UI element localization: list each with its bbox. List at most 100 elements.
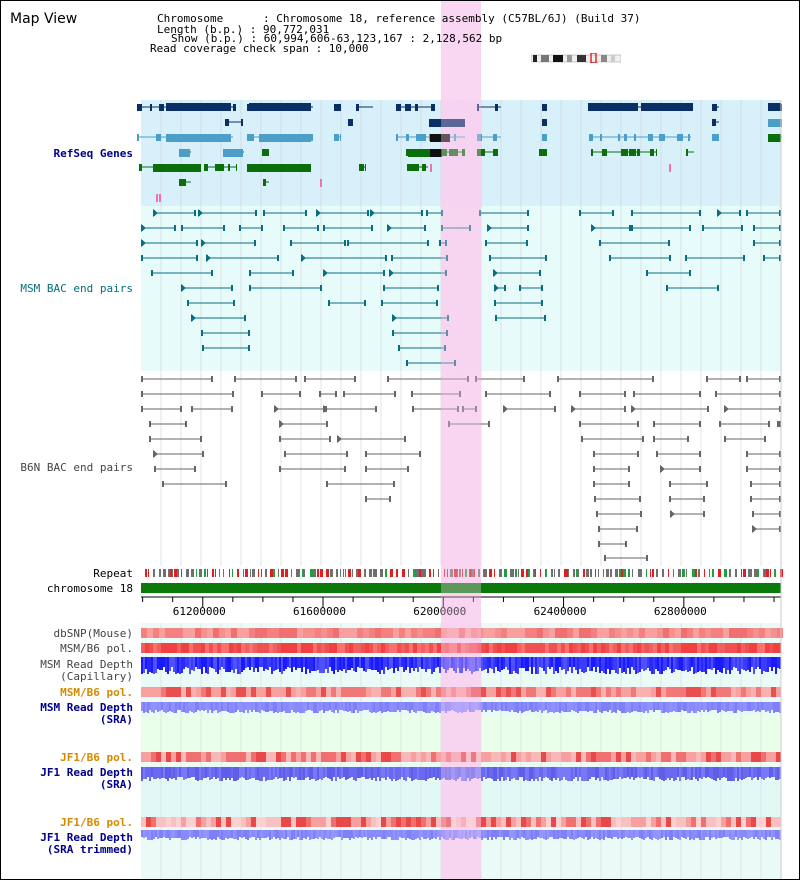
track-label-jf1-depth[interactable]: JF1 Read Depth	[40, 766, 133, 779]
jf1-depth-bar	[765, 767, 767, 778]
dbsnp-heat	[747, 628, 753, 638]
jf1-depth-bar	[431, 767, 433, 778]
b6n-bac-pair-end	[185, 421, 187, 427]
jf1-b6-pol-heat	[696, 752, 701, 762]
msm-b6-pol2-heat	[236, 687, 241, 697]
jf1-b6-pol2-heat	[451, 817, 456, 827]
msm-depth-sra-bar	[459, 702, 461, 712]
msm-b6-pol2-heat	[191, 687, 196, 697]
jf1-depth-trimmed-bar	[519, 830, 521, 839]
msm-depth-sra-bar	[555, 702, 557, 712]
msm-depth-capillary-bar	[319, 657, 321, 673]
track-label-msm-b6-pol-2[interactable]: MSM/B6 pol.	[60, 686, 133, 699]
repeat-mark	[698, 569, 700, 577]
msm-depth-capillary-bar	[661, 657, 663, 674]
msm-depth-capillary-bar	[511, 657, 513, 674]
msm-depth-capillary-bar	[191, 657, 193, 670]
msm-depth-sra-bar	[535, 702, 537, 711]
jf1-b6-pol2-heat	[196, 817, 201, 827]
jf1-b6-pol2-heat	[546, 817, 551, 827]
msm-depth-capillary-bar	[491, 657, 493, 669]
jf1-b6-pol2-heat	[671, 817, 676, 827]
b6n-bac-pair-end	[633, 391, 635, 397]
b6n-bac-pair-end	[475, 376, 477, 382]
track-label-msm-bac[interactable]: MSM BAC end pairs	[20, 282, 133, 295]
dbsnp-heat	[321, 628, 327, 638]
msm-depth-capillary-bar	[543, 657, 545, 671]
b6n-bac-pair-end	[462, 406, 464, 412]
jf1-depth-bar	[353, 767, 355, 780]
jf1-b6-pol-heat	[391, 752, 396, 762]
msm-depth-capillary-bar	[773, 657, 775, 667]
msm-bac-pair-end	[519, 285, 521, 291]
jf1-depth-trimmed-bar	[557, 830, 559, 839]
msm-depth-capillary-bar	[649, 657, 651, 671]
msm-bac-pair-end	[599, 240, 601, 246]
msm-b6-pol2-heat	[556, 687, 561, 697]
repeat-mark	[385, 569, 387, 577]
jf1-depth-trimmed-bar	[293, 830, 295, 839]
repeat-mark	[177, 569, 179, 577]
repeat-mark	[751, 569, 752, 577]
jf1-depth-bar	[311, 767, 313, 779]
jf1-depth-bar	[763, 767, 765, 780]
track-label-refseq[interactable]: RefSeq Genes	[53, 147, 133, 160]
msm-b6-pol-heat	[517, 643, 521, 653]
jf1-depth-trimmed-bar	[623, 830, 625, 838]
jf1-depth-bar	[499, 767, 501, 781]
track-label-msm-depth-capillary[interactable]: MSM Read Depth	[40, 658, 133, 671]
jf1-b6-pol-heat	[321, 752, 326, 762]
msm-b6-pol-heat	[177, 643, 181, 653]
track-label-msm-b6-pol[interactable]: MSM/B6 pol.	[60, 642, 133, 655]
track-label-repeat[interactable]: Repeat	[93, 567, 133, 580]
repeat-mark	[250, 569, 251, 577]
jf1-depth-trimmed-bar	[159, 830, 161, 838]
msm-bac-pair-end	[406, 360, 408, 366]
jf1-depth-trimmed-bar	[259, 830, 261, 840]
track-label-jf1-b6-pol[interactable]: JF1/B6 pol.	[60, 751, 133, 764]
jf1-depth-bar	[267, 767, 269, 780]
b6n-bac-pair-end	[304, 376, 306, 382]
msm-depth-sra-bar	[525, 702, 527, 711]
track-label-jf1-b6-pol-2[interactable]: JF1/B6 pol.	[60, 816, 133, 829]
jf1-b6-pol-heat	[701, 752, 706, 762]
msm-depth-capillary-bar	[251, 657, 253, 667]
dbsnp-heat	[693, 628, 699, 638]
b6n-bac-pair-end	[593, 451, 595, 457]
jf1-depth-bar	[213, 767, 215, 777]
b6n-bac-pair-end	[764, 436, 766, 442]
track-label-b6n-bac[interactable]: B6N BAC end pairs	[20, 461, 133, 474]
chromosome-ideogram[interactable]	[531, 53, 621, 63]
track-label-chromosome[interactable]: chromosome 18	[46, 582, 133, 595]
b6n-bac-pair-end	[211, 376, 213, 382]
msm-depth-sra-bar	[703, 702, 705, 712]
jf1-depth-bar	[485, 767, 487, 779]
refseq-gene-exon	[656, 149, 657, 156]
jf1-depth-bar	[379, 767, 381, 781]
jf1-b6-pol-heat	[296, 752, 301, 762]
track-label-msm-depth-sra[interactable]: MSM Read Depth	[40, 701, 133, 714]
jf1-depth-bar	[561, 767, 563, 780]
track-label-dbsnp[interactable]: dbSNP(Mouse)	[53, 627, 133, 640]
jf1-b6-pol2-heat	[166, 817, 171, 827]
dbsnp-heat	[771, 628, 777, 638]
jf1-depth-bar	[751, 767, 753, 780]
msm-depth-sra-bar	[687, 702, 689, 713]
b6n-bac-pair-end	[343, 391, 345, 397]
jf1-depth-bar	[251, 767, 253, 778]
msm-depth-sra-bar	[699, 702, 701, 712]
msm-bac-pair-end	[398, 345, 400, 351]
msm-depth-sra-bar	[243, 702, 245, 713]
msm-b6-pol2-heat	[501, 687, 506, 697]
jf1-b6-pol2-heat	[341, 817, 346, 827]
jf1-depth-bar	[635, 767, 637, 778]
msm-depth-sra-bar	[299, 702, 301, 713]
msm-depth-sra-bar	[313, 702, 315, 713]
msm-b6-pol-heat	[269, 643, 273, 653]
track-label-jf1-depth-trimmed[interactable]: JF1 Read Depth	[40, 831, 133, 844]
msm-bac-pair-end	[539, 270, 541, 276]
dbsnp-heat	[741, 628, 747, 638]
msm-b6-pol2-heat	[611, 687, 616, 697]
jf1-b6-pol2-heat	[561, 817, 566, 827]
jf1-b6-pol2-heat	[776, 817, 781, 827]
